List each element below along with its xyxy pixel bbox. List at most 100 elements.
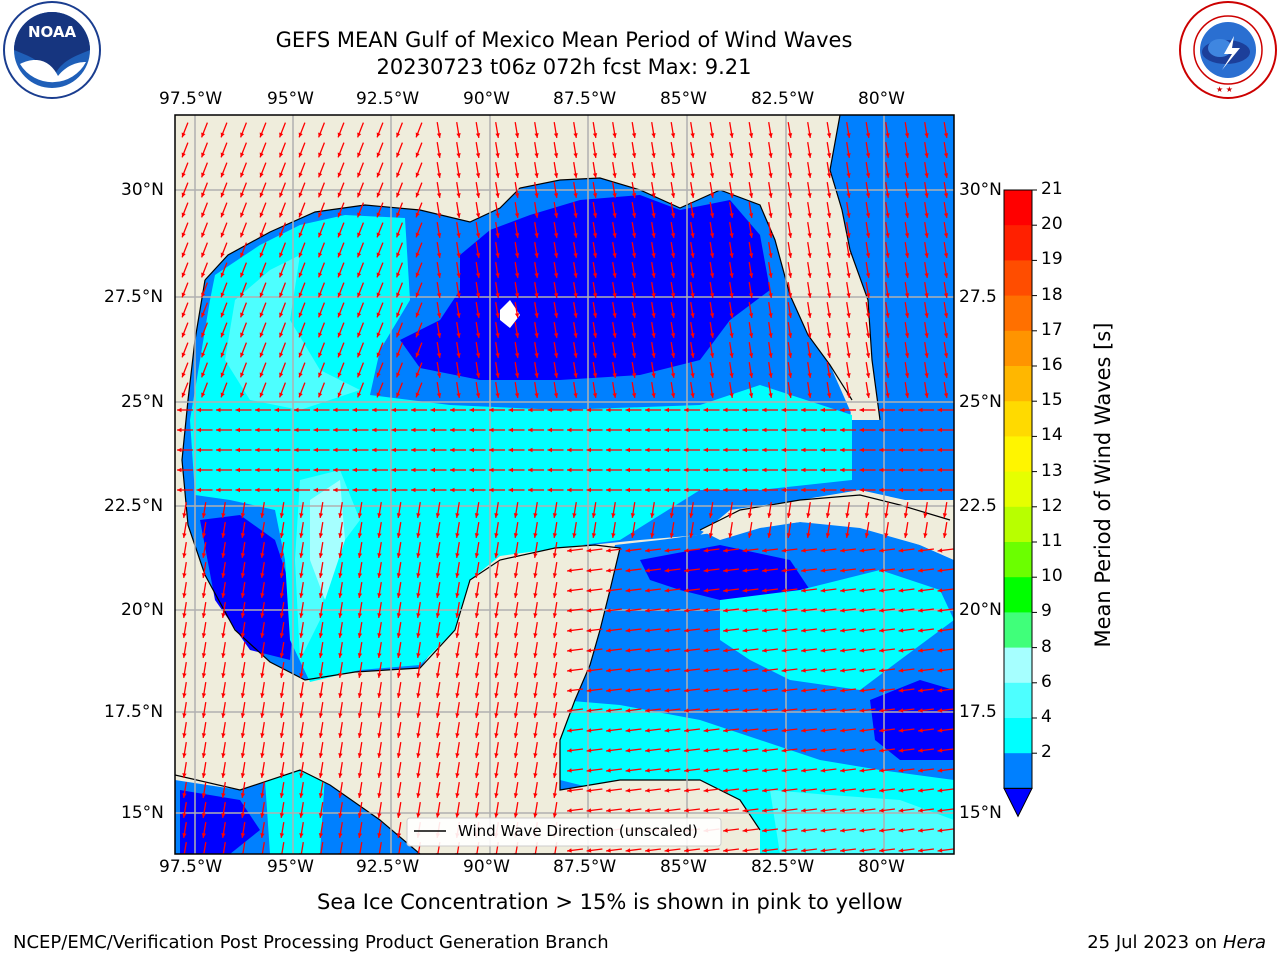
wind-wave-arrowhead (494, 673, 499, 678)
wind-wave-arrowhead (781, 628, 787, 633)
wind-wave-arrowhead (723, 467, 728, 473)
wind-wave-arrowhead (455, 633, 460, 638)
wind-wave-arrowhead (474, 813, 480, 818)
wind-wave-arrowhead (240, 172, 245, 178)
wind-wave-arrowhead (220, 292, 225, 298)
wind-wave-arrowhead (801, 728, 806, 733)
wind-wave-arrowhead (748, 273, 754, 278)
wind-wave-arrowhead (762, 688, 767, 693)
wind-wave-arrowhead (436, 333, 442, 338)
wind-wave-arrowhead (586, 407, 591, 413)
wind-wave-arrowhead (801, 688, 806, 693)
wind-wave-arrowhead (840, 808, 845, 813)
wind-wave-arrowhead (338, 653, 343, 658)
wind-wave-arrowhead (220, 312, 225, 318)
lat-label-right: 25°N (959, 392, 1002, 412)
wind-wave-arrowhead (201, 713, 207, 718)
wind-wave-arrowhead (670, 313, 676, 318)
wind-wave-arrowhead (904, 173, 910, 178)
wind-wave-arrowhead (552, 513, 558, 518)
wind-wave-arrowhead (377, 793, 382, 798)
wind-wave-arrowhead (201, 813, 207, 818)
wind-wave-arrowhead (456, 313, 461, 318)
wind-wave-arrowhead (533, 733, 538, 738)
wind-wave-arrowhead (723, 728, 728, 733)
wind-wave-arrowhead (567, 648, 572, 653)
wind-wave-arrowhead (260, 773, 265, 778)
wind-wave-arrowhead (474, 633, 480, 638)
wind-wave-arrowhead (337, 392, 342, 398)
wind-wave-arrowhead (728, 513, 733, 518)
cyan-caribbean (720, 570, 954, 690)
wind-wave-arrowhead (606, 487, 611, 493)
wind-wave-arrowhead (338, 793, 343, 798)
wind-wave-arrowhead (337, 252, 342, 258)
wind-wave-arrowhead (377, 573, 382, 578)
wind-wave-arrowhead (352, 427, 357, 433)
wind-wave-arrowhead (729, 133, 734, 138)
wind-wave-arrowhead (396, 212, 401, 218)
wind-wave-arrowhead (279, 753, 285, 758)
wind-wave-arrowhead (553, 373, 559, 378)
wind-wave-arrowhead (196, 487, 201, 493)
wind-wave-arrowhead (514, 273, 520, 278)
lon-label-top: 85°W (660, 89, 707, 109)
wind-wave-arrowhead (508, 427, 513, 433)
wind-wave-arrowhead (606, 648, 611, 653)
wind-wave-arrowhead (396, 152, 401, 158)
wind-wave-arrowhead (456, 353, 461, 358)
wind-wave-arrowhead (631, 133, 637, 138)
wind-wave-arrowhead (801, 708, 806, 713)
wind-wave-arrowhead (918, 467, 923, 473)
wind-wave-arrowhead (807, 213, 812, 218)
wind-wave-arrowhead (709, 253, 715, 258)
wind-wave-arrowhead (221, 633, 226, 638)
wind-wave-arrowhead (865, 293, 871, 298)
lon-label-top: 87.5°W (553, 89, 617, 109)
wind-wave-arrowhead (606, 728, 611, 733)
wind-wave-arrowhead (762, 568, 767, 573)
wind-wave-arrowhead (787, 293, 793, 298)
wind-wave-arrowhead (669, 513, 675, 518)
wind-wave-arrowhead (299, 633, 304, 638)
wind-wave-arrowhead (845, 513, 850, 518)
wind-wave-arrowhead (475, 253, 481, 258)
wind-wave-arrowhead (625, 588, 631, 593)
wind-wave-arrowhead (299, 713, 304, 718)
wind-wave-arrowhead (220, 372, 225, 378)
wind-wave-arrowhead (220, 392, 225, 398)
colorbar-tick-label: 16 (1041, 355, 1063, 375)
wind-wave-arrowhead (182, 573, 187, 578)
wind-wave-arrowhead (768, 373, 773, 378)
wind-wave-arrowhead (742, 768, 748, 773)
wind-wave-arrowhead (552, 713, 558, 718)
wind-wave-arrowhead (859, 447, 864, 453)
wind-wave-arrowhead (684, 407, 689, 413)
wind-wave-arrowhead (534, 393, 539, 398)
wind-wave-arrowhead (456, 273, 461, 278)
wind-wave-arrowhead (937, 688, 943, 693)
wind-wave-arrowhead (865, 393, 871, 398)
wind-wave-arrowhead (625, 427, 630, 433)
wind-wave-arrowhead (415, 292, 420, 298)
wind-wave-arrowhead (396, 172, 401, 178)
wind-wave-arrowhead (781, 828, 787, 833)
wind-wave-arrowhead (846, 293, 851, 298)
wind-wave-arrowhead (801, 487, 806, 493)
wind-wave-arrowhead (781, 447, 786, 453)
colorbar-block (1004, 718, 1032, 754)
wind-wave-arrowhead (455, 713, 460, 718)
colorbar-block (1004, 542, 1032, 578)
wind-wave-arrowhead (475, 173, 481, 178)
wind-wave-arrowhead (859, 407, 864, 413)
wind-wave-arrowhead (709, 273, 715, 278)
wind-wave-arrowhead (313, 407, 318, 413)
wind-wave-arrowhead (684, 728, 689, 733)
wind-wave-arrowhead (534, 273, 539, 278)
wind-wave-arrowhead (801, 828, 806, 833)
wind-wave-arrowhead (352, 467, 357, 473)
wind-wave-arrowhead (182, 533, 187, 538)
wind-wave-arrowhead (690, 253, 695, 258)
wind-wave-arrowhead (591, 513, 597, 518)
wind-wave-arrowhead (260, 573, 265, 578)
